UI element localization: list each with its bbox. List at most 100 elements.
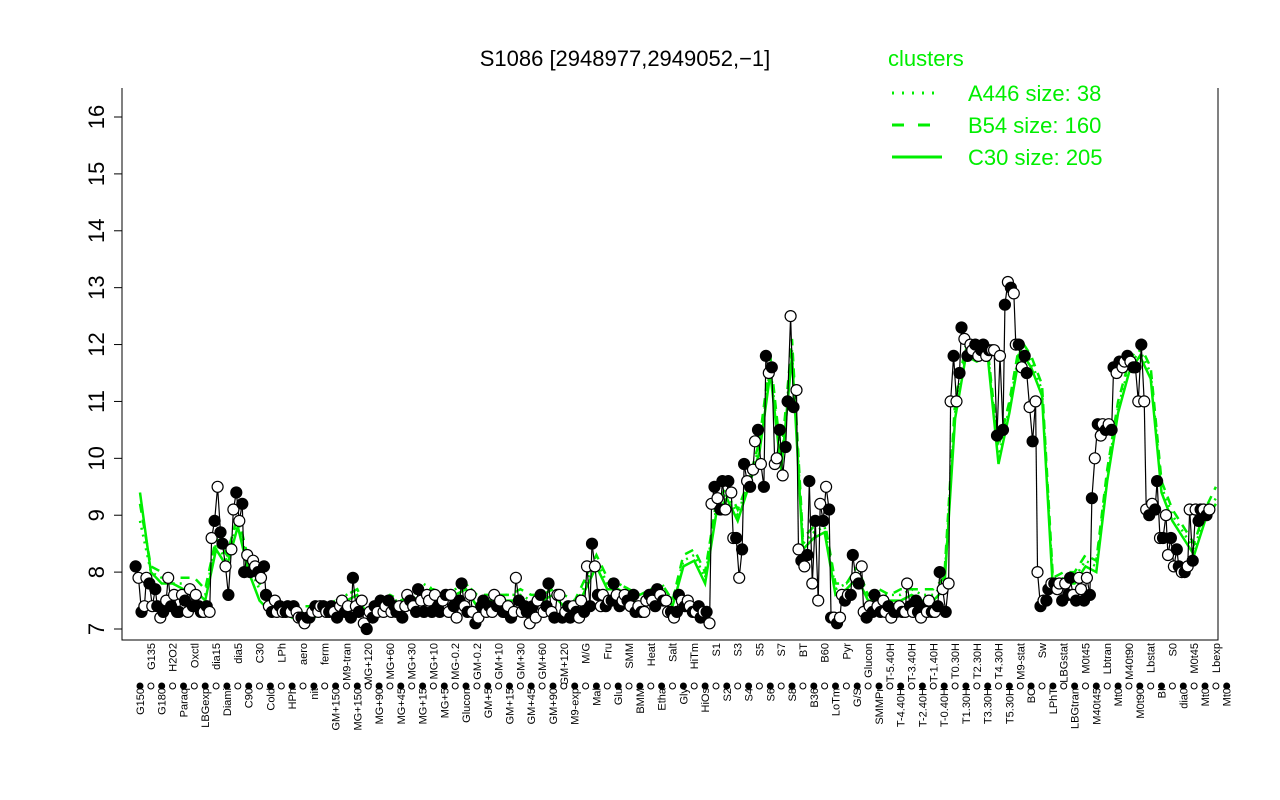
x-tick-marker <box>658 682 666 690</box>
data-point <box>700 605 713 619</box>
x-tick-marker <box>277 682 285 690</box>
x-tick-label: HiOs <box>700 688 712 713</box>
x-tick-marker <box>832 682 839 690</box>
x-tick-marker <box>484 682 492 690</box>
series-link <box>230 509 234 550</box>
y-tick-label: 16 <box>84 105 109 129</box>
data-point <box>993 349 1007 362</box>
x-tick-marker <box>451 682 459 690</box>
x-tick-marker <box>506 682 513 690</box>
series-segment <box>950 355 961 402</box>
data-point <box>588 560 602 573</box>
data-point <box>208 514 221 528</box>
x-tick-label: T-4.40H <box>896 688 908 727</box>
x-tick-label: GM-0.2 <box>472 643 484 680</box>
data-point <box>574 594 588 607</box>
plot-area <box>121 88 1219 641</box>
x-tick-label: S1 <box>711 643 723 656</box>
x-tick-marker <box>234 682 242 690</box>
x-tick-marker <box>419 682 427 690</box>
x-tick-label: LPh <box>276 643 288 663</box>
data-point <box>955 321 968 334</box>
data-point <box>607 577 620 590</box>
data-point <box>1018 349 1031 362</box>
x-tick-label: T-2.40H <box>917 688 929 727</box>
series-segment <box>939 571 950 612</box>
series-link <box>785 401 789 447</box>
data-point <box>203 605 216 619</box>
x-tick-label: dia5 <box>233 643 245 664</box>
x-tick-marker <box>929 682 937 690</box>
x-tick-label: T-5.40H <box>885 643 897 682</box>
x-tick-label: S3 <box>733 643 745 656</box>
y-tick-label: 9 <box>84 509 109 521</box>
x-tick-label: MG+60 <box>385 643 397 679</box>
x-tick-label: G180 <box>157 688 169 715</box>
x-tick-marker <box>245 682 253 690</box>
x-tick-label: SMM <box>624 643 636 669</box>
data-point <box>933 565 946 579</box>
x-tick-label: G135 <box>146 643 158 670</box>
x-tick-label: MG+120 <box>363 643 375 686</box>
x-tick-marker <box>1049 682 1057 690</box>
x-tick-marker <box>440 682 448 690</box>
data-point <box>751 423 765 436</box>
data-point <box>553 588 566 602</box>
x-tick-label: M0t45 <box>1189 643 1201 674</box>
data-point <box>801 548 814 562</box>
x-tick-marker <box>1201 682 1209 690</box>
series-segment <box>1134 344 1145 402</box>
x-tick-marker <box>745 682 753 690</box>
x-tick-marker <box>169 682 177 690</box>
x-tick-marker <box>1038 682 1046 690</box>
x-tick-marker <box>669 682 676 690</box>
x-tick-marker <box>180 682 187 690</box>
data-point <box>1026 435 1039 448</box>
series-segment <box>221 543 232 595</box>
x-tick-marker <box>408 682 416 690</box>
x-tick-marker <box>1071 682 1079 690</box>
data-point <box>1159 509 1173 522</box>
data-point <box>129 560 142 573</box>
data-point <box>1074 583 1088 596</box>
x-tick-label: Glucon <box>863 643 875 678</box>
data-point <box>942 577 955 590</box>
plot-frame <box>121 88 1219 641</box>
x-tick-label: BMM <box>635 688 647 714</box>
data-point <box>162 571 175 584</box>
series-lines <box>135 280 1210 631</box>
series-link <box>209 537 213 612</box>
cluster-curve-a446 <box>138 341 1217 615</box>
data-point <box>236 497 249 510</box>
x-tick-label: T4.30H <box>994 643 1006 679</box>
x-tick-marker <box>1190 682 1198 690</box>
data-point <box>254 571 268 584</box>
data-point <box>1138 395 1151 408</box>
x-tick-marker <box>266 682 274 690</box>
x-tick-label: Glu <box>613 688 625 705</box>
x-tick-marker <box>1147 682 1155 690</box>
x-tick-label: GM+30 <box>515 643 527 679</box>
x-tick-marker <box>397 682 405 690</box>
data-point <box>1012 338 1025 351</box>
x-tick-label: Mt0 <box>1113 688 1125 706</box>
data-point <box>844 588 857 602</box>
y-tick-label: 12 <box>84 332 109 356</box>
x-tick-label: Mt0 <box>1222 688 1234 706</box>
x-tick-label: LBGtran <box>1070 688 1082 729</box>
series-link <box>795 390 800 550</box>
x-tick-marker <box>647 682 655 690</box>
x-tick-marker <box>136 682 144 690</box>
x-tick-marker <box>288 682 296 690</box>
data-point <box>455 577 468 590</box>
series-link <box>828 509 832 618</box>
x-tick-label: GM+45 <box>526 688 538 724</box>
x-tick-label: LPhT <box>1048 688 1060 715</box>
data-point <box>711 492 724 505</box>
x-tick-label: C90 <box>244 688 256 708</box>
x-tick-label: GM+10 <box>494 643 506 679</box>
x-tick-marker <box>386 682 394 690</box>
x-tick-label: T0.30H <box>950 643 962 679</box>
data-point <box>227 503 240 516</box>
